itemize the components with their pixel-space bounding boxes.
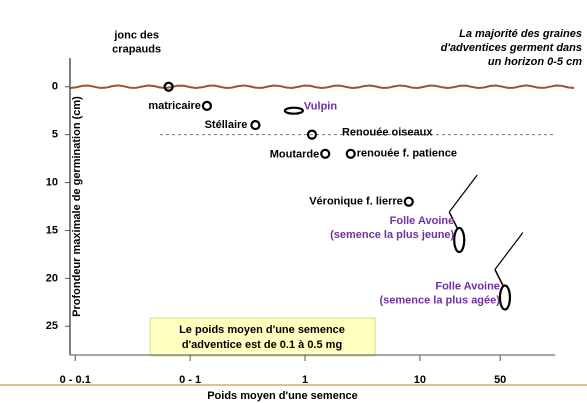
seed bbox=[454, 228, 464, 252]
point-label: crapauds bbox=[112, 44, 161, 56]
chart: 0 5 10 15 20 25 0 - 0.1 0 - 1 1 10 50 Poids moyen d… bbox=[0, 0, 587, 403]
point-label: Renouée oiseaux bbox=[342, 127, 433, 139]
soil-surface bbox=[70, 85, 574, 88]
seed bbox=[251, 121, 259, 129]
awn bbox=[495, 233, 523, 270]
point-label: (semence la plus agée) bbox=[379, 294, 500, 306]
note: d'adventice est de 0.1 à 0.5 mg bbox=[182, 339, 342, 351]
x-axis-label: Poids moyen d'une semence bbox=[207, 390, 358, 402]
point-label: Moutarde bbox=[270, 149, 320, 161]
seed bbox=[405, 198, 413, 206]
seed bbox=[285, 108, 303, 114]
y-tick-label: 25 bbox=[46, 320, 58, 332]
x-tick-label: 0 - 0.1 bbox=[60, 374, 91, 386]
point-label: renouée f. patience bbox=[357, 148, 457, 160]
annotation: La majorité des graines bbox=[459, 28, 582, 40]
y-tick-label: 15 bbox=[46, 224, 58, 236]
y-tick-label: 0 bbox=[52, 81, 58, 93]
x-tick-label: 1 bbox=[302, 374, 308, 386]
y-tick-label: 10 bbox=[46, 176, 58, 188]
point-label: Stéllaire bbox=[205, 119, 248, 131]
x-tick-label: 50 bbox=[494, 374, 506, 386]
note: Le poids moyen d'une semence bbox=[179, 324, 345, 336]
point-label: matricaire bbox=[148, 100, 201, 112]
seed bbox=[321, 150, 329, 158]
seed bbox=[500, 286, 510, 310]
point-label: (semence la plus jeune) bbox=[330, 229, 454, 241]
seed bbox=[347, 150, 355, 158]
y-tick-label: 5 bbox=[52, 129, 58, 141]
awn bbox=[449, 175, 477, 212]
point-label: jonc des bbox=[113, 30, 159, 42]
point-label: Véronique f. lierre bbox=[309, 196, 403, 208]
point-label: Folle Avoine bbox=[435, 280, 500, 292]
x-tick-label: 0 - 1 bbox=[179, 374, 201, 386]
annotation: un horizon 0-5 cm bbox=[488, 56, 582, 68]
point-label: Folle Avoine bbox=[390, 215, 455, 227]
y-tick-label: 20 bbox=[46, 272, 58, 284]
y-axis-label: Profondeur maximale de germination (cm) bbox=[71, 96, 83, 317]
point-label: Vulpin bbox=[304, 101, 337, 113]
x-tick-label: 10 bbox=[414, 374, 426, 386]
annotation: d'adventices germent dans bbox=[441, 42, 582, 54]
seed bbox=[203, 102, 211, 110]
